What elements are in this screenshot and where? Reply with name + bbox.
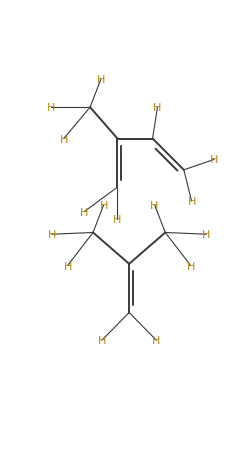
- Text: H: H: [80, 207, 88, 217]
- Text: H: H: [150, 200, 159, 210]
- Text: H: H: [202, 230, 210, 239]
- Text: H: H: [59, 134, 68, 144]
- Text: H: H: [186, 261, 195, 271]
- Text: H: H: [100, 200, 108, 210]
- Text: H: H: [64, 261, 72, 271]
- Text: H: H: [187, 197, 196, 207]
- Text: H: H: [47, 103, 55, 113]
- Text: H: H: [153, 103, 162, 113]
- Text: H: H: [210, 155, 218, 165]
- Text: H: H: [98, 336, 106, 345]
- Text: H: H: [97, 75, 105, 85]
- Text: H: H: [113, 214, 122, 224]
- Text: H: H: [48, 230, 56, 239]
- Text: H: H: [152, 336, 161, 345]
